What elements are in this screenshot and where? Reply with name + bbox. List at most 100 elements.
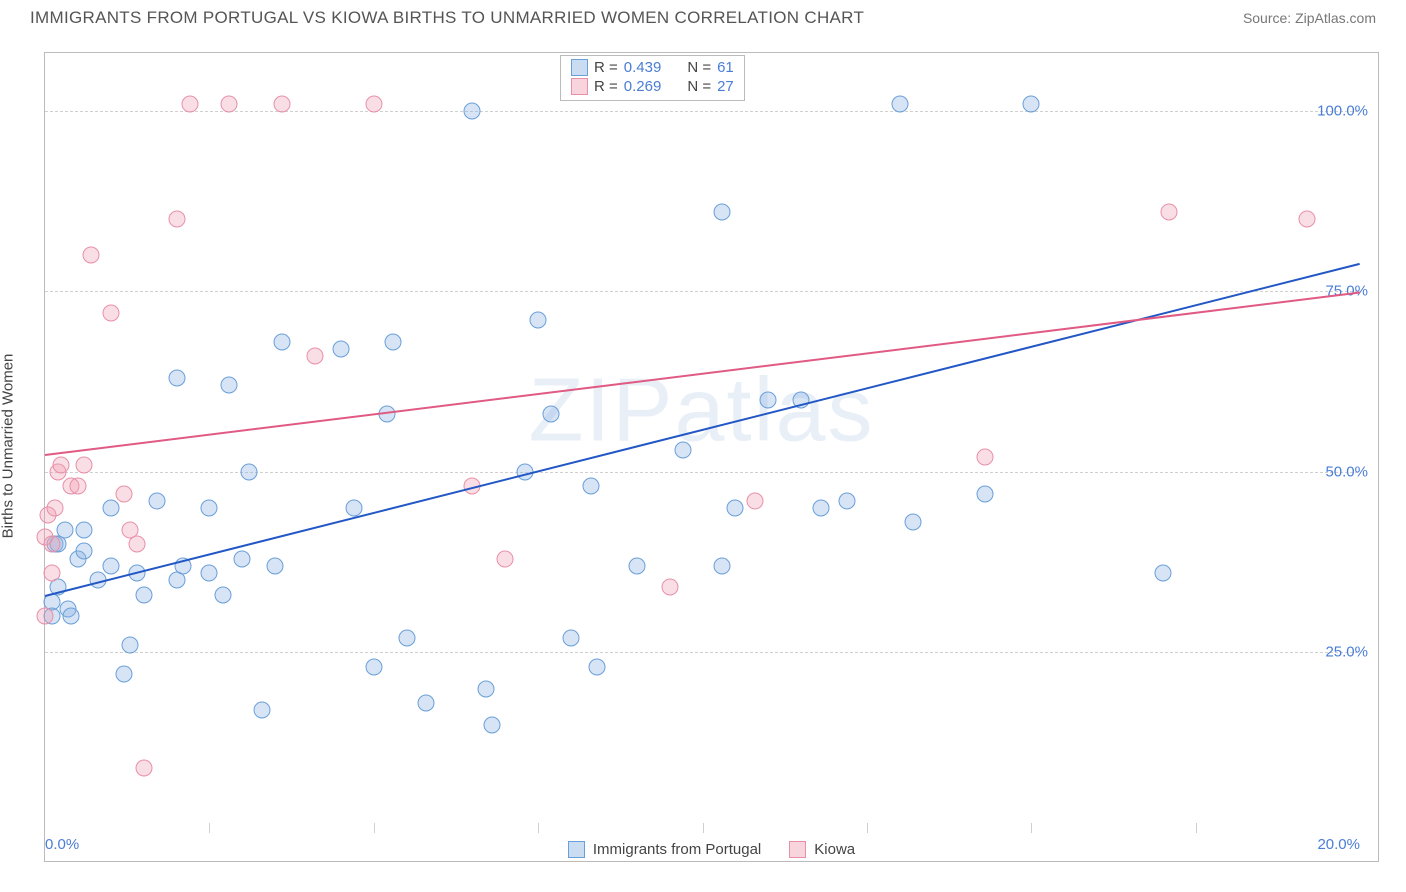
legend-swatch [571,59,588,76]
data-point [418,695,435,712]
y-axis-label: Births to Unmarried Women [0,354,17,539]
data-point [115,666,132,683]
data-point [168,211,185,228]
data-point [464,102,481,119]
data-point [306,348,323,365]
legend-swatch [571,78,588,95]
data-point [727,500,744,517]
gridline-h [45,652,1358,653]
data-point [760,391,777,408]
data-point [43,536,60,553]
data-point [115,485,132,502]
data-point [53,456,70,473]
data-point [240,463,257,480]
r-label: R = [594,59,618,76]
data-point [148,492,165,509]
y-tick-label: 100.0% [1317,102,1368,119]
data-point [332,341,349,358]
data-point [267,557,284,574]
x-tick [1031,823,1032,833]
x-tick [209,823,210,833]
data-point [234,550,251,567]
data-point [812,500,829,517]
data-point [398,630,415,647]
data-point [365,95,382,112]
y-tick-label: 75.0% [1325,283,1368,300]
plot-area: ZIPatlas 25.0%50.0%75.0%100.0%0.0%20.0% [45,53,1358,831]
data-point [135,586,152,603]
data-point [891,95,908,112]
legend-stat-row: R =0.269N =27 [571,77,734,96]
data-point [253,702,270,719]
data-point [83,247,100,264]
data-point [904,514,921,531]
legend-series: Immigrants from Portugal Kiowa [45,841,1378,858]
data-point [589,658,606,675]
r-value: 0.269 [624,78,662,95]
data-point [201,565,218,582]
data-point [168,370,185,387]
x-tick [538,823,539,833]
data-point [46,500,63,517]
data-point [477,680,494,697]
legend-item: Kiowa [789,841,855,858]
data-point [628,557,645,574]
data-point [181,95,198,112]
x-tick [374,823,375,833]
data-point [37,608,54,625]
data-point [76,543,93,560]
data-point [102,500,119,517]
data-point [76,456,93,473]
data-point [168,572,185,589]
data-point [221,377,238,394]
data-point [543,406,560,423]
data-point [977,485,994,502]
gridline-h [45,111,1358,112]
legend-label: Kiowa [814,841,855,858]
data-point [385,333,402,350]
y-tick-label: 50.0% [1325,463,1368,480]
legend-stat-row: R =0.439N =61 [571,58,734,77]
legend-swatch [789,841,806,858]
data-point [1023,95,1040,112]
r-label: R = [594,78,618,95]
data-point [214,586,231,603]
n-label: N = [687,59,711,76]
data-point [122,637,139,654]
data-point [839,492,856,509]
chart-container: ZIPatlas 25.0%50.0%75.0%100.0%0.0%20.0% … [44,52,1379,862]
data-point [365,658,382,675]
data-point [1154,565,1171,582]
data-point [221,95,238,112]
data-point [661,579,678,596]
r-value: 0.439 [624,59,662,76]
y-tick-label: 25.0% [1325,644,1368,661]
data-point [497,550,514,567]
x-tick [867,823,868,833]
data-point [530,312,547,329]
data-point [582,478,599,495]
data-point [714,203,731,220]
data-point [714,557,731,574]
data-point [56,521,73,538]
data-point [1299,211,1316,228]
legend-label: Immigrants from Portugal [593,841,761,858]
data-point [102,557,119,574]
data-point [977,449,994,466]
legend-item: Immigrants from Portugal [568,841,761,858]
data-point [346,500,363,517]
data-point [76,521,93,538]
legend-stats: R =0.439N =61R =0.269N =27 [560,55,745,101]
data-point [129,536,146,553]
legend-swatch [568,841,585,858]
chart-title: IMMIGRANTS FROM PORTUGAL VS KIOWA BIRTHS… [30,8,864,28]
data-point [135,760,152,777]
data-point [1161,203,1178,220]
data-point [484,716,501,733]
n-label: N = [687,78,711,95]
data-point [273,95,290,112]
trend-line [45,291,1360,456]
data-point [102,305,119,322]
x-tick [1196,823,1197,833]
source-label: Source: ZipAtlas.com [1243,10,1376,26]
